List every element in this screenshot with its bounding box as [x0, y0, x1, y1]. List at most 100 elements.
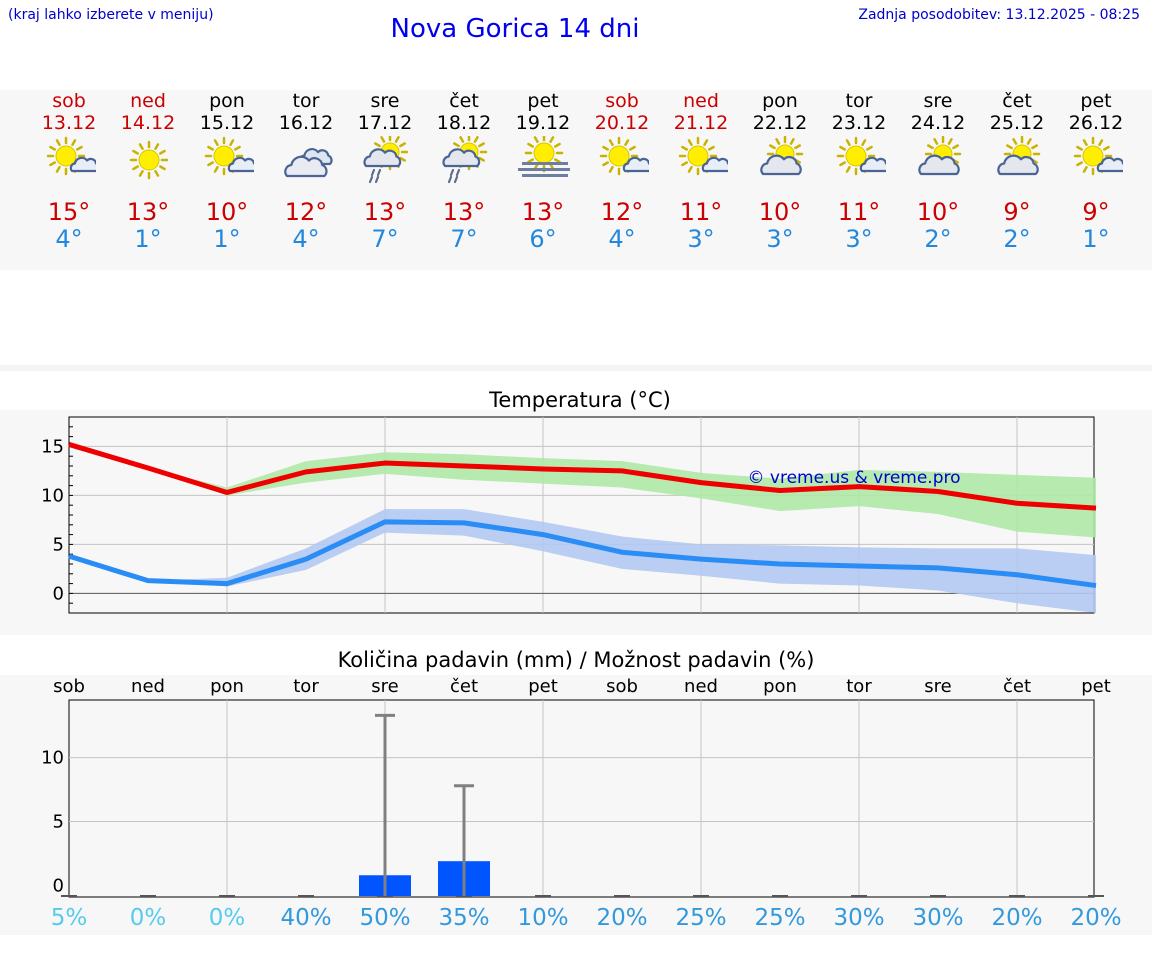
- precip-probability: 30%: [912, 905, 963, 931]
- day-name: sob: [605, 90, 639, 112]
- category-label: pon: [210, 676, 244, 697]
- day-date: 23.12: [831, 112, 887, 134]
- min-temperature: 1°: [1082, 225, 1110, 253]
- y-tick-label: 5: [53, 534, 64, 555]
- max-temperature: 13°: [521, 198, 565, 226]
- day-date: 17.12: [357, 112, 413, 134]
- day-date: 15.12: [199, 112, 255, 134]
- watermark: © vreme.us & vreme.pro: [747, 468, 960, 488]
- min-range-band: [69, 509, 1096, 613]
- menu-hint[interactable]: (kraj lahko izberete v meniju): [8, 7, 214, 23]
- daily-forecast-strip: sob 13.12 15° 4° ned 14.12 13° 1° pon 15.12 10° 1° t…: [0, 90, 1152, 270]
- min-temperature: 2°: [924, 225, 952, 253]
- precip-probability: 50%: [359, 905, 410, 931]
- category-label: sre: [371, 676, 398, 697]
- day-date: 13.12: [41, 112, 97, 134]
- day-name: pon: [762, 90, 798, 112]
- max-temperature: 11°: [679, 198, 723, 226]
- max-temperature: 9°: [1003, 198, 1031, 226]
- min-temperature: 4°: [608, 225, 636, 253]
- category-label: pet: [528, 676, 558, 697]
- day-name: sre: [370, 90, 400, 112]
- day-name: pet: [1080, 90, 1112, 112]
- precip-probability: 40%: [280, 905, 331, 931]
- min-temperature: 7°: [450, 225, 478, 253]
- day-date: 20.12: [594, 112, 650, 134]
- day-name: čet: [449, 90, 479, 112]
- day-name: pet: [527, 90, 559, 112]
- sun-fog-icon: [517, 136, 570, 177]
- min-temperature: 7°: [371, 225, 399, 253]
- min-temperature: 6°: [529, 225, 557, 253]
- precip-probability: 0%: [130, 905, 167, 931]
- max-temperature: 10°: [205, 198, 249, 226]
- max-temperature: 10°: [916, 198, 960, 226]
- precip-probability: 35%: [438, 905, 489, 931]
- category-label: sre: [924, 676, 951, 697]
- precip-probability: 25%: [675, 905, 726, 931]
- temperature-chart-title: Temperatura (°C): [489, 388, 671, 412]
- precipitation-chart: sob ned pon tor sre čet pet sob ned pon tor sre čet p…: [41, 676, 1121, 931]
- precipitation-chart-title: Količina padavin (mm) / Možnost padavin …: [337, 648, 815, 672]
- day-name: tor: [292, 90, 320, 112]
- day-name: tor: [845, 90, 873, 112]
- category-label: tor: [293, 676, 319, 697]
- y-tick-label: 5: [53, 812, 64, 833]
- precip-probability: 25%: [754, 905, 805, 931]
- day-date: 14.12: [120, 112, 176, 134]
- day-date: 26.12: [1068, 112, 1124, 134]
- max-temperature-line: [68, 442, 1097, 511]
- min-temperature: 4°: [55, 225, 83, 253]
- min-temperature: 3°: [845, 225, 873, 253]
- y-tick-label: 0: [53, 875, 64, 896]
- y-tick-label: 15: [41, 436, 64, 457]
- category-label: ned: [684, 676, 718, 697]
- day-name: ned: [683, 90, 719, 112]
- day-name: sre: [923, 90, 953, 112]
- plot-area: [68, 699, 1095, 898]
- min-temperature: 3°: [766, 225, 794, 253]
- precip-probability: 20%: [596, 905, 647, 931]
- sun-icon: [129, 140, 168, 180]
- min-temperature: 1°: [134, 225, 162, 253]
- day-name: pon: [209, 90, 245, 112]
- y-tick-label: 10: [41, 748, 64, 769]
- cloud-sun-icon: [996, 136, 1040, 176]
- category-label: tor: [846, 676, 872, 697]
- temperature-chart: 0 5 10 15 © vreme.us & vreme.pro: [41, 416, 1097, 614]
- separator: [0, 365, 1152, 371]
- max-temperature: 12°: [600, 198, 644, 226]
- sun-cloud-icon: [599, 136, 649, 176]
- max-temperature: 11°: [837, 198, 881, 226]
- category-label: ned: [131, 676, 165, 697]
- min-temperature: 2°: [1003, 225, 1031, 253]
- precip-probability: 20%: [991, 905, 1042, 931]
- y-tick-label: 0: [53, 583, 64, 604]
- precip-probability: 0%: [209, 905, 246, 931]
- last-update: Zadnja posodobitev: 13.12.2025 - 08:25: [858, 7, 1140, 23]
- max-temperature: 10°: [758, 198, 802, 226]
- precip-probability: 10%: [517, 905, 568, 931]
- category-label: pon: [763, 676, 797, 697]
- y-tick-label: 10: [41, 485, 64, 506]
- day-date: 18.12: [436, 112, 492, 134]
- category-label: sob: [606, 676, 638, 697]
- precip-probability: 5%: [51, 905, 88, 931]
- day-name: čet: [1002, 90, 1032, 112]
- cloud-sun-icon: [917, 136, 961, 176]
- max-temperature: 13°: [442, 198, 486, 226]
- max-temperature: 13°: [363, 198, 407, 226]
- category-label: sob: [53, 676, 85, 697]
- sun-cloud-rain-icon: [441, 136, 487, 184]
- sun-cloud-icon: [46, 136, 96, 176]
- sun-cloud-icon: [836, 136, 886, 176]
- day-date: 19.12: [515, 112, 571, 134]
- precip-probability: 30%: [833, 905, 884, 931]
- min-temperature: 3°: [687, 225, 715, 253]
- sun-cloud-icon: [204, 136, 254, 176]
- day-date: 16.12: [278, 112, 334, 134]
- sun-cloud-rain-icon: [362, 136, 408, 184]
- page-title: Nova Gorica 14 dni: [390, 14, 640, 44]
- category-label: čet: [1003, 676, 1031, 697]
- cloud-sun-icon: [759, 136, 803, 176]
